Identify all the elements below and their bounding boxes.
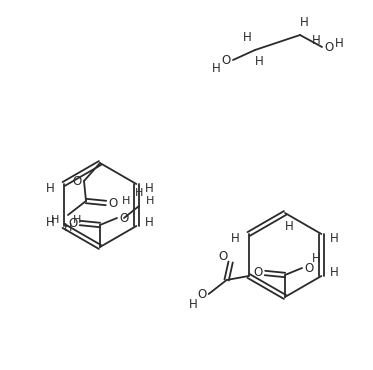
Text: O: O — [119, 212, 129, 225]
Text: H: H — [46, 182, 55, 195]
Text: H: H — [311, 34, 320, 47]
Text: H: H — [231, 232, 240, 245]
Text: O: O — [253, 266, 263, 279]
Text: H: H — [330, 232, 339, 245]
Text: O: O — [109, 196, 117, 209]
Text: O: O — [221, 54, 231, 67]
Text: O: O — [72, 175, 82, 188]
Text: H: H — [242, 30, 251, 44]
Text: H: H — [46, 215, 55, 229]
Text: H: H — [311, 252, 320, 265]
Text: H: H — [255, 54, 263, 67]
Text: H: H — [146, 196, 154, 206]
Text: O: O — [304, 262, 314, 275]
Text: H: H — [122, 196, 130, 206]
Text: O: O — [68, 216, 78, 229]
Text: H: H — [211, 61, 220, 74]
Text: O: O — [325, 40, 333, 54]
Text: H: H — [330, 266, 339, 279]
Text: H: H — [51, 215, 59, 225]
Text: H: H — [189, 297, 198, 310]
Text: H: H — [145, 182, 154, 195]
Text: H: H — [135, 188, 143, 198]
Text: H: H — [335, 37, 344, 50]
Text: H: H — [145, 215, 154, 229]
Text: H: H — [300, 16, 308, 28]
Text: O: O — [197, 287, 206, 300]
Text: H: H — [285, 219, 294, 232]
Text: H: H — [73, 215, 81, 225]
Text: H: H — [64, 223, 72, 233]
Text: O: O — [218, 250, 227, 263]
